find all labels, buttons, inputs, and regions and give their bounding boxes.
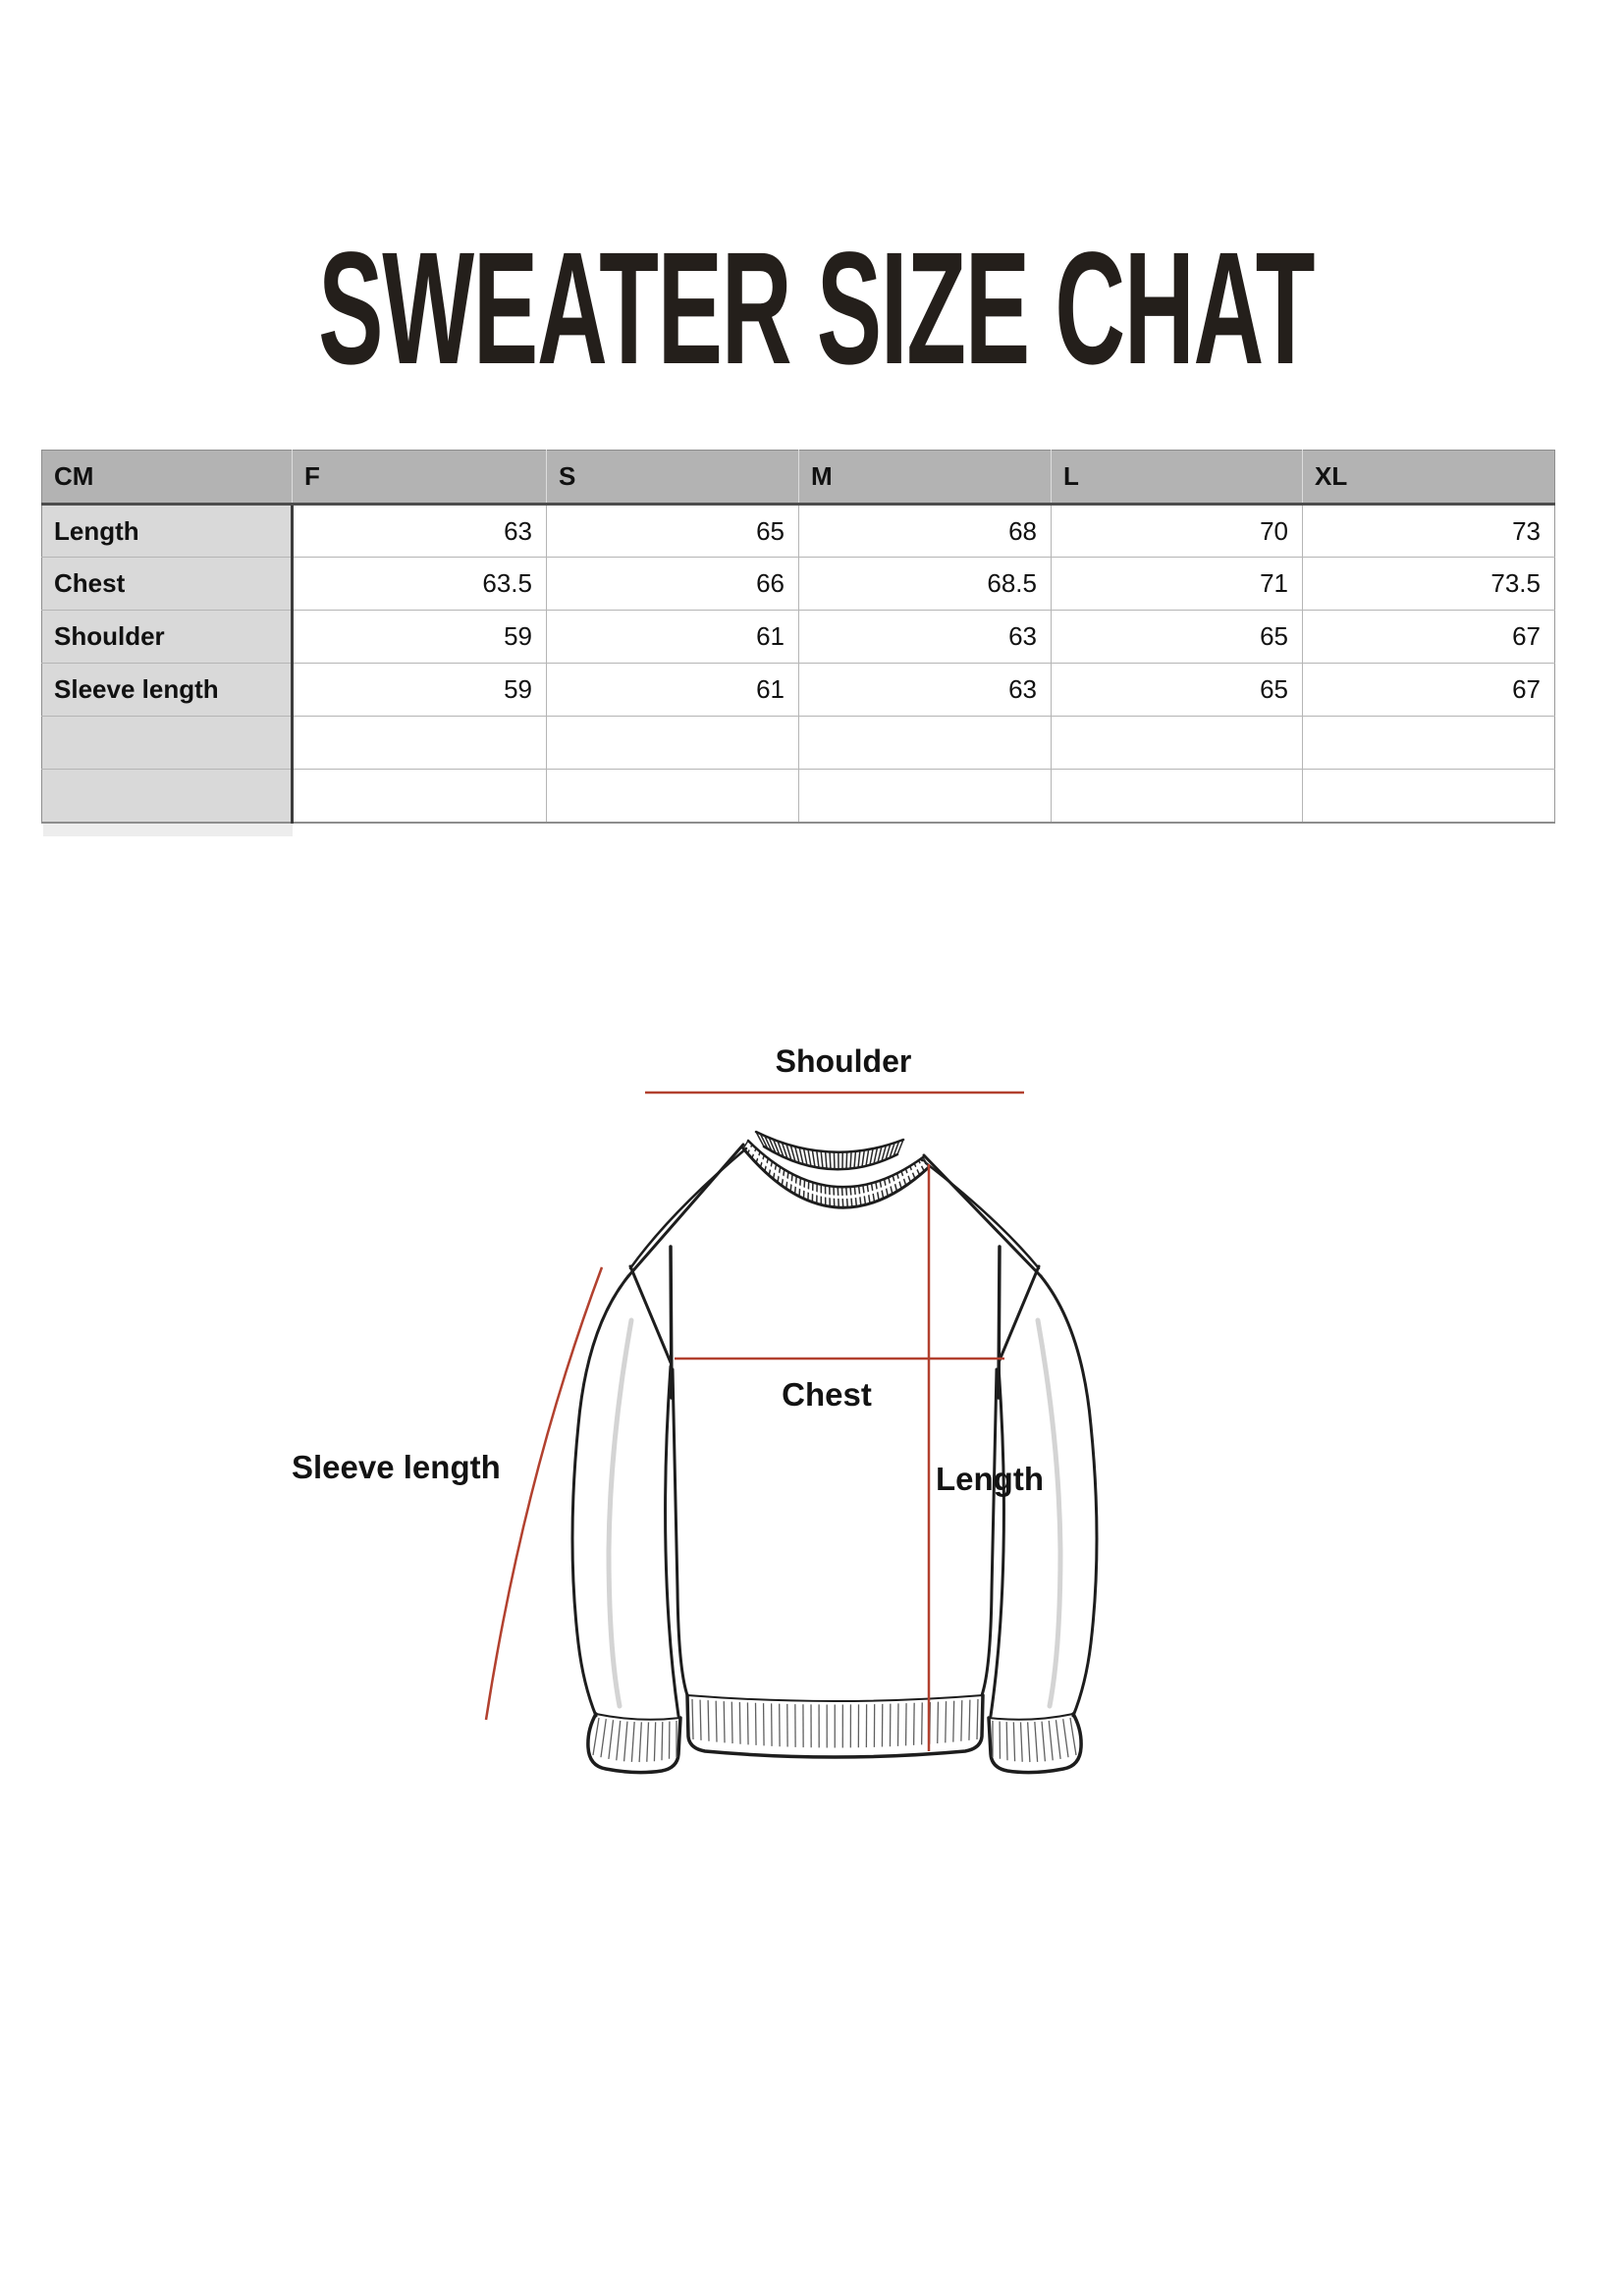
col-header-size-l: L [1051, 450, 1303, 506]
cell-value [798, 716, 1052, 770]
cell-value [1302, 769, 1555, 824]
cell-value [546, 716, 799, 770]
cell-value [1051, 769, 1303, 824]
sleeve-shade-right [1035, 1317, 1063, 1709]
cell-value: 66 [546, 557, 799, 611]
shoulder-label: Shoulder [776, 1043, 912, 1079]
cell-value [546, 769, 799, 824]
page-title: SWEATER SIZE CHAT [318, 218, 1315, 398]
cell-value: 67 [1302, 663, 1555, 717]
cell-value: 61 [546, 663, 799, 717]
size-table-header-row: CM F S M L XL [41, 450, 1555, 506]
row-label: Length [41, 504, 294, 558]
cell-value: 68.5 [798, 557, 1052, 611]
cell-value [1051, 716, 1303, 770]
cell-value: 73.5 [1302, 557, 1555, 611]
sweater-outline [570, 1143, 1099, 1775]
col-header-size-s: S [546, 450, 799, 506]
cuff-right-ribbing [992, 1717, 1077, 1763]
cell-value: 65 [1051, 663, 1303, 717]
cell-value: 71 [1051, 557, 1303, 611]
measurement-lines [484, 1091, 1024, 1751]
cell-value: 59 [292, 663, 547, 717]
cell-value [292, 769, 547, 824]
cell-value: 67 [1302, 610, 1555, 664]
length-label: Length [936, 1461, 1044, 1497]
cell-value [798, 769, 1052, 824]
cuff-left-ribbing [592, 1717, 677, 1763]
table-row-chest: Chest 63.5 66 68.5 71 73.5 [41, 557, 1555, 611]
sleeve-measure-line [484, 1266, 604, 1721]
table-row-length: Length 63 65 68 70 73 [41, 504, 1555, 558]
table-shadow-tail [43, 824, 293, 836]
table-row-empty [41, 716, 1555, 770]
table-row-shoulder: Shoulder 59 61 63 65 67 [41, 610, 1555, 664]
cell-value: 70 [1051, 504, 1303, 558]
col-header-size-m: M [798, 450, 1052, 506]
col-header-size-xl: XL [1302, 450, 1555, 506]
cell-value: 61 [546, 610, 799, 664]
cell-value: 68 [798, 504, 1052, 558]
cell-value: 73 [1302, 504, 1555, 558]
collar-back-ribbing [755, 1131, 904, 1170]
row-label: Sleeve length [41, 663, 294, 717]
col-header-size-f: F [292, 450, 547, 506]
sleeve-shade-left [606, 1317, 634, 1709]
cell-value [292, 716, 547, 770]
table-row-sleeve-length: Sleeve length 59 61 63 65 67 [41, 663, 1555, 717]
col-header-unit: CM [41, 450, 293, 506]
cell-value [1302, 716, 1555, 770]
row-label: Chest [41, 557, 294, 611]
row-label: Shoulder [41, 610, 294, 664]
cell-value: 65 [546, 504, 799, 558]
waistband-ribbing [691, 1698, 979, 1748]
cell-value: 65 [1051, 610, 1303, 664]
cell-value: 63.5 [292, 557, 547, 611]
size-table: CM F S M L XL Length 63 65 68 70 73 Ches… [41, 450, 1555, 824]
row-label [41, 716, 294, 770]
cell-value: 63 [292, 504, 547, 558]
table-row-empty [41, 769, 1555, 824]
collar-outline [741, 1130, 931, 1209]
cell-value: 63 [798, 663, 1052, 717]
title-wrap: SWEATER SIZE CHAT [0, 228, 1624, 388]
cell-value: 63 [798, 610, 1052, 664]
row-label [41, 769, 294, 824]
chest-label: Chest [782, 1376, 872, 1413]
sleeve-length-label: Sleeve length [292, 1449, 501, 1485]
sweater-measurement-diagram: Shoulder Chest Length Sleeve length [292, 1043, 1099, 1775]
cell-value: 59 [292, 610, 547, 664]
